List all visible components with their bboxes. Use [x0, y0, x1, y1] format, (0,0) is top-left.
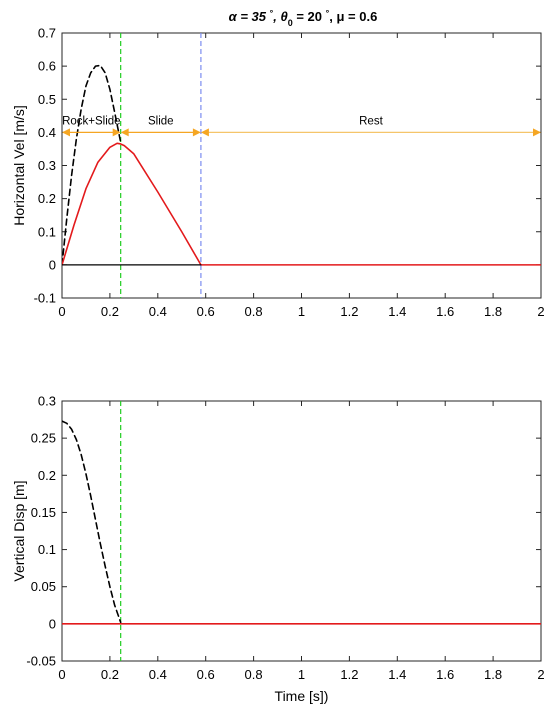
annotation-arrowhead-left — [200, 128, 209, 137]
horizontal-velocity-panel: 0 0.2 0.4 0.6 0.8 1 1.2 1.4 1.6 1.8 2-0.100.10.20.… — [11, 26, 545, 320]
annotation-arrowhead-left — [62, 128, 70, 137]
y-tick-label: 0 — [49, 257, 56, 272]
x-tick-label: 0.6 — [197, 667, 215, 682]
axes-box — [61, 32, 542, 299]
axes-box — [61, 400, 542, 662]
x-tick-label: 1.2 — [340, 304, 358, 319]
y-tick-label: 0.2 — [38, 191, 56, 206]
x-tick-label: 0.4 — [149, 667, 167, 682]
annotation-arrowhead-right — [112, 128, 121, 137]
title-theta-value: = 20 — [293, 9, 326, 24]
x-tick-label: 1.2 — [340, 667, 358, 682]
x-tick-label: 0 — [58, 667, 65, 682]
y-tick-label: 0.6 — [38, 59, 56, 74]
vertical-displacement-panel: 0 0.2 0.4 0.6 0.8 1 1.2 1.4 1.6 1.8 2-0.0500.050.1… — [11, 394, 545, 705]
x-tick-label: 1.4 — [388, 667, 406, 682]
x-tick-label: 2 — [537, 304, 544, 319]
y-tick-label: -0.1 — [34, 291, 56, 306]
title-theta-subscript: 0 — [288, 18, 293, 28]
x-tick-label: 0.2 — [101, 667, 119, 682]
y-tick-label: -0.05 — [26, 654, 56, 669]
dashed-black-series-line — [62, 420, 122, 624]
x-tick-label: 2 — [537, 667, 544, 682]
x-tick-label: 1 — [298, 667, 305, 682]
y-tick-label: 0.05 — [31, 579, 56, 594]
title-mu: , μ = 0.6 — [329, 9, 377, 24]
solid-red-series-line — [62, 142, 541, 266]
title-theta: , θ — [272, 9, 287, 24]
title-alpha: α = 35 — [229, 9, 270, 24]
x-tick-label: 1.4 — [388, 304, 406, 319]
x-tick-label: 1 — [298, 304, 305, 319]
dashed-black-series-line — [62, 64, 122, 266]
y-tick-label: 0.2 — [38, 468, 56, 483]
title-degree-2: ° — [326, 8, 330, 18]
x-tick-label: 0.4 — [149, 304, 167, 319]
y-tick-label: 0.3 — [38, 394, 56, 409]
x-tick-label: 0 — [58, 304, 65, 319]
x-tick-label: 1.8 — [484, 667, 502, 682]
plot-area — [62, 401, 541, 661]
x-tick-label: 0.6 — [197, 304, 215, 319]
y-tick-label: 0.7 — [38, 26, 56, 41]
y-tick-label: 0.1 — [38, 224, 56, 239]
x-tick-label: 1.6 — [436, 667, 454, 682]
y-axis-label: Horizontal Vel [m/s] — [11, 105, 27, 226]
annotation-label: Slide — [148, 115, 174, 127]
annotation-arrowhead-right — [192, 128, 201, 137]
x-tick-label: 1.8 — [484, 304, 502, 319]
x-tick-label: 0.2 — [101, 304, 119, 319]
y-tick-label: 0.3 — [38, 158, 56, 173]
figure-title: α = 35 °, θ0 = 20 °, μ = 0.6 — [229, 8, 378, 28]
title-degree-1: ° — [270, 8, 274, 18]
y-tick-label: 0.25 — [31, 431, 56, 446]
annotation-arrowhead-left — [120, 128, 129, 137]
y-tick-label: 0.5 — [38, 92, 56, 107]
y-tick-label: 0.1 — [38, 542, 56, 557]
plot-area — [62, 33, 541, 298]
annotation-label: Rock+Slide — [62, 115, 121, 127]
x-tick-label: 0.8 — [245, 304, 263, 319]
annotation-arrowhead-right — [533, 128, 541, 137]
x-tick-label: 0.8 — [245, 667, 263, 682]
y-tick-label: 0 — [49, 616, 56, 631]
x-axis-label: Time [s]) — [275, 688, 329, 704]
y-tick-label: 0.15 — [31, 505, 56, 520]
y-tick-label: 0.4 — [38, 125, 56, 140]
y-axis-label: Vertical Disp [m] — [11, 480, 27, 581]
annotation-label: Rest — [359, 115, 383, 127]
x-tick-label: 1.6 — [436, 304, 454, 319]
